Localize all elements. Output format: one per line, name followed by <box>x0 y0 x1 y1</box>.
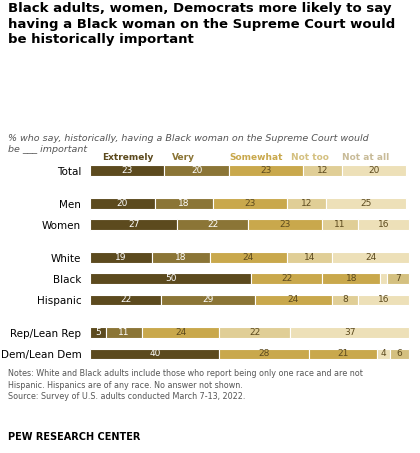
Bar <box>90 294 161 305</box>
Text: 24: 24 <box>365 253 376 262</box>
Text: 20: 20 <box>117 199 128 208</box>
Text: 16: 16 <box>378 295 389 304</box>
Text: Notes: White and Black adults include those who report being only one race and a: Notes: White and Black adults include th… <box>8 369 363 401</box>
Bar <box>290 328 410 338</box>
Text: Not too: Not too <box>291 153 328 162</box>
Bar <box>90 165 164 176</box>
Bar <box>381 274 387 284</box>
Text: 25: 25 <box>360 199 372 208</box>
Bar <box>152 252 210 263</box>
Bar <box>303 165 342 176</box>
Bar <box>332 252 410 263</box>
Text: 22: 22 <box>207 220 218 229</box>
Text: 4: 4 <box>381 349 386 358</box>
Bar <box>358 294 410 305</box>
Text: 22: 22 <box>281 274 292 283</box>
Bar <box>213 198 287 209</box>
Text: 24: 24 <box>175 328 186 337</box>
Bar <box>322 274 381 284</box>
Text: 21: 21 <box>338 349 349 358</box>
Text: 23: 23 <box>122 166 133 175</box>
Text: Extremely: Extremely <box>102 153 153 162</box>
Bar <box>322 219 358 230</box>
Bar <box>248 219 322 230</box>
Text: 40: 40 <box>149 349 160 358</box>
Text: 12: 12 <box>317 166 328 175</box>
Text: 22: 22 <box>120 295 131 304</box>
Bar <box>90 219 177 230</box>
Bar <box>255 294 332 305</box>
Text: 12: 12 <box>301 199 312 208</box>
Text: Not at all: Not at all <box>342 153 389 162</box>
Bar <box>164 165 229 176</box>
Bar <box>377 349 390 359</box>
Bar <box>219 328 290 338</box>
Text: 22: 22 <box>249 328 260 337</box>
Text: 23: 23 <box>260 166 272 175</box>
Text: 23: 23 <box>280 220 291 229</box>
Text: 27: 27 <box>128 220 139 229</box>
Text: 5: 5 <box>95 328 101 337</box>
Text: 11: 11 <box>118 328 130 337</box>
Bar <box>106 328 142 338</box>
Bar <box>326 198 406 209</box>
Text: 18: 18 <box>178 199 189 208</box>
Text: 11: 11 <box>334 220 346 229</box>
Bar <box>390 349 410 359</box>
Bar <box>310 349 377 359</box>
Text: Black adults, women, Democrats more likely to say
having a Black woman on the Su: Black adults, women, Democrats more like… <box>8 2 396 46</box>
Bar <box>90 198 155 209</box>
Bar <box>358 219 410 230</box>
Text: PEW RESEARCH CENTER: PEW RESEARCH CENTER <box>8 432 141 442</box>
Bar <box>332 294 358 305</box>
Text: 20: 20 <box>191 166 202 175</box>
Text: 8: 8 <box>342 295 348 304</box>
Text: % who say, historically, having a Black woman on the Supreme Court would
be ___ : % who say, historically, having a Black … <box>8 134 369 154</box>
Text: 7: 7 <box>395 274 401 283</box>
Bar <box>387 274 409 284</box>
Text: 18: 18 <box>175 253 186 262</box>
Text: Somewhat: Somewhat <box>229 153 283 162</box>
Bar <box>90 328 106 338</box>
Bar <box>177 219 248 230</box>
Bar <box>219 349 310 359</box>
Bar <box>161 294 255 305</box>
Bar <box>252 274 322 284</box>
Bar <box>210 252 287 263</box>
Text: Very: Very <box>172 153 195 162</box>
Bar <box>342 165 406 176</box>
Bar <box>155 198 213 209</box>
Bar <box>142 328 219 338</box>
Text: 23: 23 <box>244 199 255 208</box>
Bar <box>229 165 303 176</box>
Text: 6: 6 <box>397 349 402 358</box>
Text: 16: 16 <box>378 220 389 229</box>
Text: 28: 28 <box>259 349 270 358</box>
Text: 20: 20 <box>368 166 380 175</box>
Text: 50: 50 <box>165 274 177 283</box>
Text: 24: 24 <box>288 295 299 304</box>
Text: 14: 14 <box>304 253 315 262</box>
Bar <box>90 349 219 359</box>
Bar <box>287 198 326 209</box>
Text: 18: 18 <box>346 274 357 283</box>
Bar <box>90 252 152 263</box>
Bar <box>90 274 252 284</box>
Text: 29: 29 <box>202 295 214 304</box>
Text: 37: 37 <box>344 328 355 337</box>
Bar <box>287 252 332 263</box>
Text: 24: 24 <box>243 253 254 262</box>
Text: 19: 19 <box>115 253 127 262</box>
